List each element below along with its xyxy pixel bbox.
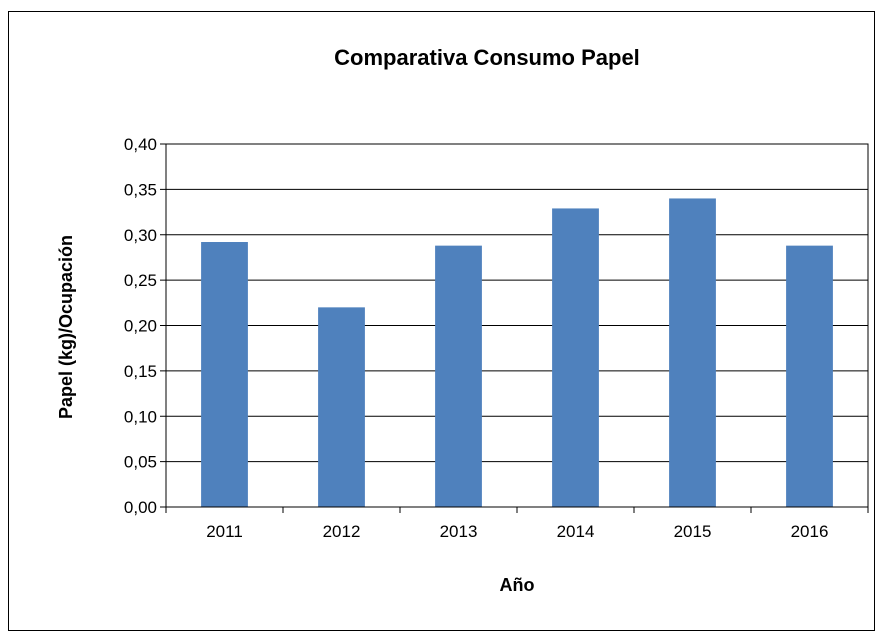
grid-lines xyxy=(166,143,868,463)
y-tick-label: 0,30 xyxy=(124,226,157,245)
x-tick-label: 2013 xyxy=(440,522,478,541)
x-tick-label: 2015 xyxy=(674,522,712,541)
x-tick-label: 2011 xyxy=(206,522,243,541)
x-axis-ticks: 2011 2012 2013 2014 2015 2016 xyxy=(165,507,869,541)
y-tick-label: 0,20 xyxy=(124,317,157,336)
y-axis-title: Papel (kg)/Ocupación xyxy=(56,235,76,419)
x-tick-label: 2012 xyxy=(323,522,361,541)
bar-2011 xyxy=(201,242,248,507)
y-tick-label: 0,25 xyxy=(124,271,157,290)
x-tick-label: 2016 xyxy=(791,522,829,541)
x-tick-label: 2014 xyxy=(557,522,595,541)
bars xyxy=(201,198,833,507)
bar-2016 xyxy=(786,245,833,507)
bar-2014 xyxy=(552,208,599,507)
y-tick-label: 0,00 xyxy=(124,498,157,517)
y-axis-ticks: 0,00 0,05 0,10 0,15 0,20 0,25 0,30 0,35 0,40 xyxy=(124,135,166,517)
y-tick-label: 0,15 xyxy=(124,362,157,381)
x-axis-title: Año xyxy=(500,575,535,595)
y-tick-label: 0,35 xyxy=(124,180,157,199)
bar-2013 xyxy=(435,245,482,507)
y-tick-label: 0,10 xyxy=(124,407,157,426)
bar-2015 xyxy=(669,198,716,507)
bar-2012 xyxy=(318,307,365,507)
y-tick-label: 0,40 xyxy=(124,135,157,154)
chart-title: Comparativa Consumo Papel xyxy=(334,45,640,70)
y-tick-label: 0,05 xyxy=(124,453,157,472)
